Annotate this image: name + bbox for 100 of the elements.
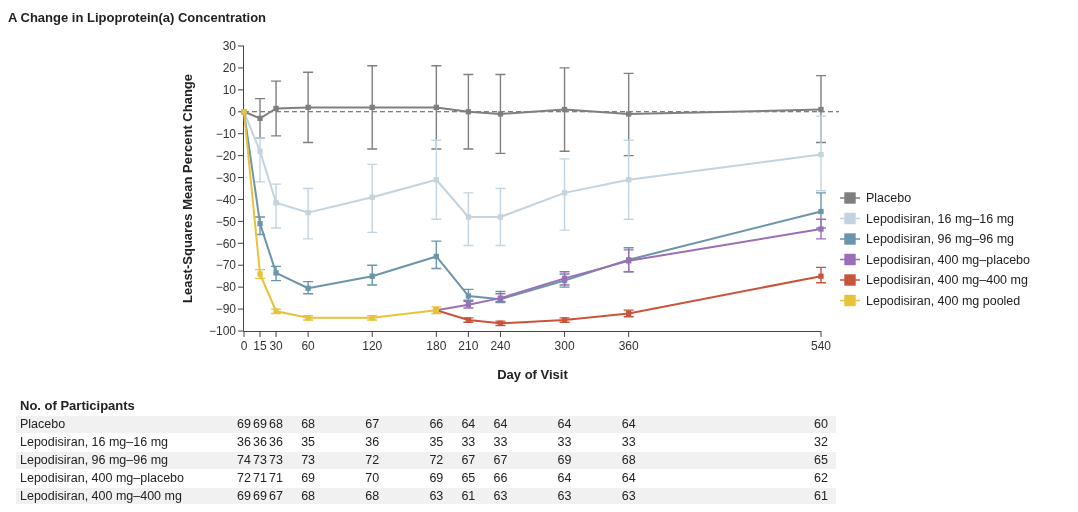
text: 74 — [237, 453, 251, 467]
text: 63 — [557, 489, 572, 503]
text: 33 — [493, 435, 508, 449]
text: 69 — [557, 453, 572, 467]
text: 69 — [253, 489, 268, 503]
text: 67 — [365, 417, 380, 431]
text: 72 — [429, 453, 444, 467]
point — [465, 293, 472, 299]
text: 36 — [269, 435, 284, 449]
text: 69 — [237, 489, 251, 503]
x-tick-label: 60 — [301, 339, 316, 353]
text: 32 — [814, 435, 828, 449]
text: 60 — [814, 417, 828, 431]
text: A Change in Lipoprotein(a) Concentration — [8, 10, 267, 25]
text: 66 — [429, 417, 444, 431]
y-tick-label: −100 — [208, 324, 237, 339]
text: 64 — [557, 471, 572, 485]
point — [257, 220, 263, 227]
legend-label: Lepodisiran, 400 mg–400 mg — [866, 273, 1028, 288]
text: 64 — [557, 417, 572, 431]
text: 64 — [621, 417, 636, 431]
y-tick-label: 30 — [222, 39, 237, 54]
y-tick-label: −60 — [215, 236, 237, 251]
text: 68 — [621, 453, 636, 467]
point — [497, 214, 504, 220]
legend-label: Lepodisiran, 96 mg–96 mg — [866, 232, 1015, 247]
y-tick-label: −30 — [215, 170, 237, 185]
text: 67 — [269, 489, 284, 503]
text: 69 — [237, 417, 251, 431]
y-tick-label: −50 — [215, 214, 237, 229]
text: 68 — [269, 417, 284, 431]
x-tick-label: 240 — [490, 339, 511, 353]
legend-label: Lepodisiran, 400 mg–placebo — [866, 252, 1031, 267]
point — [818, 208, 824, 215]
text: 36 — [365, 435, 380, 449]
point — [818, 273, 824, 279]
text: Placebo — [20, 417, 66, 431]
point — [273, 105, 279, 112]
x-tick-label: 15 — [253, 339, 268, 353]
text: 71 — [253, 471, 268, 485]
text: 67 — [493, 453, 508, 467]
text: Lepodisiran, 96 mg–96 mg — [20, 453, 169, 467]
text: 71 — [269, 471, 284, 485]
x-tick-label: 180 — [426, 339, 447, 353]
text: 64 — [493, 417, 508, 431]
point — [497, 111, 504, 117]
text: 61 — [814, 489, 828, 503]
text: 69 — [429, 471, 444, 485]
x-tick-label: 540 — [810, 339, 832, 353]
point — [818, 151, 824, 158]
point — [626, 111, 632, 117]
point — [465, 214, 472, 220]
text: 35 — [429, 435, 444, 449]
text: 72 — [237, 471, 251, 485]
text: 63 — [493, 489, 508, 503]
text: 73 — [253, 453, 268, 467]
y-tick-label: −10 — [215, 126, 237, 141]
x-tick-label: 300 — [554, 339, 575, 353]
text: 64 — [621, 471, 636, 485]
point — [305, 104, 311, 111]
text: 68 — [301, 489, 316, 503]
y-axis-title: Least-Squares Mean Percent Change — [180, 73, 195, 304]
point — [273, 200, 279, 206]
legend-label: Lepodisiran, 16 mg–16 mg — [866, 211, 1015, 226]
x-axis-title: Day of Visit — [497, 367, 569, 382]
point — [561, 190, 568, 196]
text: 73 — [301, 453, 316, 467]
text: 69 — [253, 417, 268, 431]
text: 65 — [814, 453, 828, 467]
text: 68 — [365, 489, 380, 503]
text: 63 — [429, 489, 444, 503]
text: 65 — [461, 471, 476, 485]
y-tick-label: 20 — [222, 61, 237, 76]
text: Lepodisiran, 400 mg–400 mg — [20, 489, 182, 503]
text: No. of Participants — [20, 398, 135, 413]
y-tick-label: −80 — [215, 280, 237, 295]
x-tick-label: 120 — [362, 339, 383, 353]
text: 67 — [461, 453, 476, 467]
legend-label: Placebo — [866, 191, 912, 206]
text: 68 — [301, 417, 316, 431]
text: 64 — [461, 417, 476, 431]
y-tick-label: −90 — [215, 302, 237, 317]
text: 61 — [461, 489, 476, 503]
point — [818, 106, 824, 113]
legend-label: Lepodisiran, 400 mg pooled — [866, 293, 1021, 308]
text: 73 — [269, 453, 284, 467]
text: 63 — [621, 489, 636, 503]
point — [257, 148, 263, 154]
text: 72 — [365, 453, 380, 467]
y-tick-label: −20 — [215, 148, 237, 163]
y-tick-label: −40 — [215, 192, 237, 207]
x-tick-label: 0 — [240, 339, 248, 353]
y-tick-label: 10 — [222, 83, 237, 98]
text: 33 — [557, 435, 572, 449]
text: 33 — [461, 435, 476, 449]
y-tick-label: 0 — [229, 104, 237, 119]
text: 36 — [237, 435, 251, 449]
point — [257, 115, 263, 121]
text: 35 — [301, 435, 316, 449]
y-tick-label: −70 — [215, 258, 237, 273]
